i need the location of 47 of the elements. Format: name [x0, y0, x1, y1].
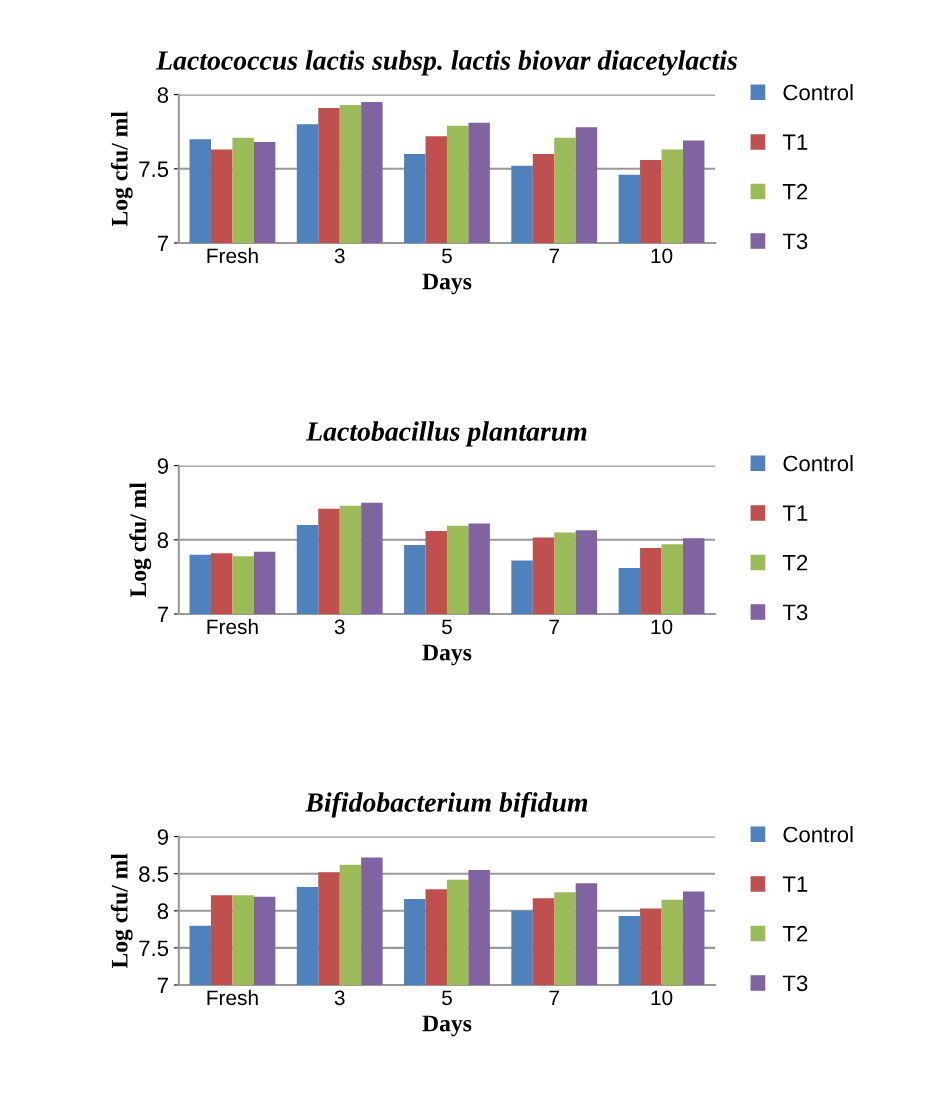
x-tick-label: 7 — [549, 619, 559, 634]
y-tick-label: 8 — [157, 903, 169, 920]
chart-title: Lactococcus lactis subsp. lactis biovar diacetylactis — [155, 50, 737, 76]
y-tick-label: 8.5 — [139, 866, 169, 882]
x-tick-label: 10 — [651, 990, 673, 1006]
y-axis-title: Log cfu/ ml — [129, 482, 152, 598]
chart-title: Bifidobacterium bifidum — [305, 792, 588, 818]
y-tick-label: 7 — [157, 977, 168, 994]
legend-label: T1 — [782, 134, 808, 150]
x-tick-label: 3 — [334, 248, 345, 264]
y-tick-label: 7.5 — [139, 940, 169, 957]
legend-label: Control — [783, 84, 853, 101]
legend-label: Control — [783, 826, 853, 843]
legend-label: T3 — [782, 604, 808, 621]
x-tick-label: Fresh — [207, 618, 258, 635]
x-tick-label: 3 — [334, 990, 345, 1006]
y-tick-label: 7 — [157, 606, 168, 623]
y-axis-title: Log cfu/ ml — [110, 853, 133, 969]
x-tick-label: 5 — [442, 619, 452, 635]
x-axis-title: Days — [422, 644, 472, 666]
x-tick-label: 10 — [651, 248, 673, 264]
legend-label: T3 — [782, 975, 808, 992]
y-tick-label: 8 — [157, 532, 169, 549]
legend-label: T1 — [782, 876, 808, 892]
y-tick-label: 9 — [157, 458, 169, 474]
x-axis-title: Days — [422, 1015, 472, 1037]
y-tick-label: 7 — [157, 235, 168, 252]
y-tick-label: 7.5 — [139, 161, 169, 178]
legend-label: T2 — [782, 554, 808, 571]
x-tick-label: 5 — [442, 248, 452, 264]
x-tick-label: 5 — [442, 990, 452, 1006]
x-tick-label: 7 — [549, 248, 559, 263]
x-tick-label: 3 — [334, 619, 345, 635]
y-tick-label: 9 — [157, 829, 169, 845]
chart-title: Lactobacillus plantarum — [305, 421, 587, 447]
legend-label: T3 — [782, 233, 808, 250]
x-tick-label: 10 — [651, 619, 673, 635]
x-axis-title: Days — [422, 273, 472, 295]
x-tick-label: Fresh — [207, 989, 258, 1006]
y-axis-title: Log cfu/ ml — [110, 111, 133, 227]
x-tick-label: 7 — [549, 990, 559, 1005]
y-tick-label: 8 — [157, 87, 169, 103]
x-tick-label: Fresh — [207, 247, 258, 264]
legend-label: T2 — [782, 183, 808, 200]
legend-label: T1 — [782, 505, 808, 521]
legend-label: T2 — [782, 925, 808, 942]
legend-label: Control — [783, 455, 853, 472]
